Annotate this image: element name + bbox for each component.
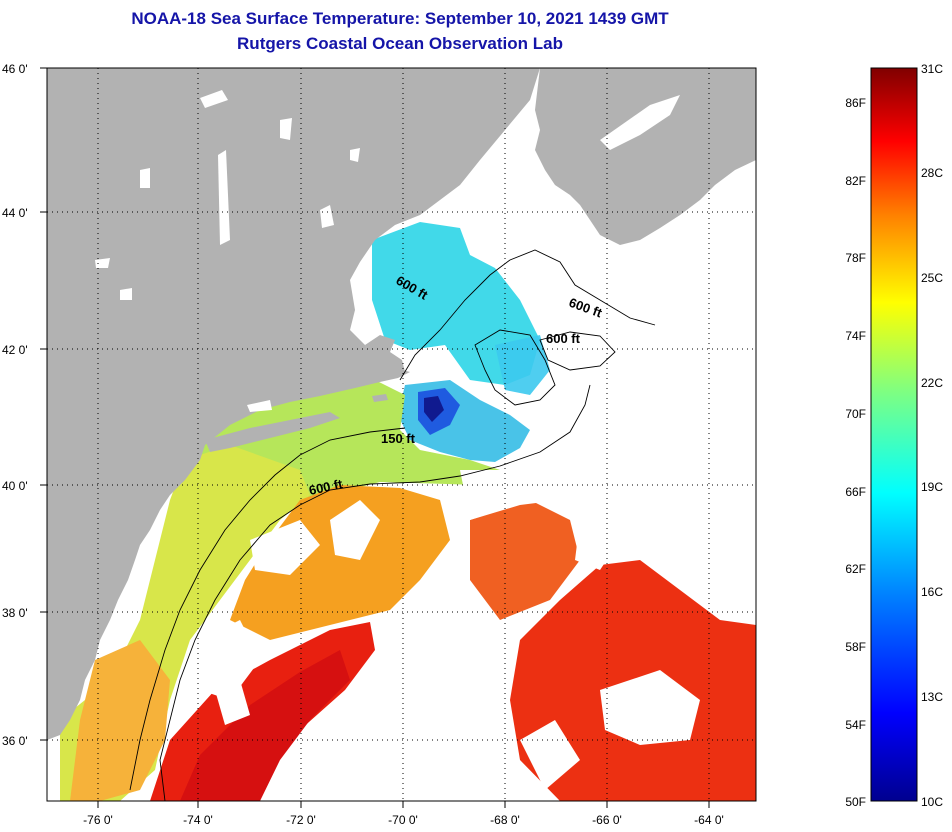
contour-600ft <box>159 384 591 801</box>
lat-label: 36 0' <box>2 734 28 748</box>
map-subtitle: Rutgers Coastal Ocean Observation Lab <box>237 34 563 53</box>
colorbar-c-label: 28C <box>921 166 943 180</box>
lon-label: -72 0' <box>286 813 316 827</box>
lake <box>200 90 228 108</box>
lat-label: 46 0' <box>2 62 28 76</box>
sst-patch-gulf-stream-core <box>180 650 350 801</box>
contour-label: 600 ft <box>546 331 581 346</box>
colorbar-c-label: 22C <box>921 376 943 390</box>
cloud-patches <box>200 470 700 801</box>
contour-gulf-of-maine <box>399 249 656 381</box>
lake <box>140 168 150 188</box>
colorbar-f-label: 70F <box>845 407 866 421</box>
cloud-patch <box>330 500 380 560</box>
cloud-patch <box>330 620 500 801</box>
lon-label: -68 0' <box>490 813 520 827</box>
colorbar-c-label: 13C <box>921 690 943 704</box>
land-us-east-coast <box>47 68 540 740</box>
colorbar-c-label: 31C <box>921 62 943 76</box>
colorbar-f-label: 78F <box>845 251 866 265</box>
colorbar-c-label: 10C <box>921 795 943 809</box>
colorbar-gradient <box>870 67 918 802</box>
axis-ticks <box>40 67 710 808</box>
colorbar-f-label: 50F <box>845 795 866 809</box>
cloud-patch <box>600 670 700 745</box>
lake <box>120 288 132 300</box>
map-frame <box>46 67 757 802</box>
longitude-labels: -76 0' -74 0' -72 0' -70 0' -68 0' -66 0… <box>83 813 724 827</box>
colorbar-c-label: 19C <box>921 480 943 494</box>
sst-patch-slope-warm <box>230 485 450 640</box>
lake <box>320 205 334 228</box>
contour-150ft <box>129 427 406 791</box>
lon-label: -74 0' <box>183 813 213 827</box>
contour-gulf-of-maine-inner <box>474 329 556 406</box>
colorbar-f-label: 82F <box>845 174 866 188</box>
land-cape-breton <box>680 105 756 175</box>
colorbar-c-label: 25C <box>921 271 943 285</box>
land-nantucket <box>372 394 388 402</box>
lake <box>218 150 230 245</box>
cloud-patch <box>460 470 560 520</box>
lat-label: 42 0' <box>2 343 28 357</box>
colorbar-f-label: 58F <box>845 640 866 654</box>
lon-label: -64 0' <box>694 813 724 827</box>
sst-patch-coastal-orange <box>70 640 170 801</box>
lake <box>600 95 680 150</box>
lake <box>350 148 360 162</box>
colorbar-f-label: 74F <box>845 329 866 343</box>
map-canvas: 600 ft 600 ft 600 ft 150 ft 600 ft <box>47 68 756 801</box>
colorbar: 86F 82F 78F 74F 70F 66F 62F 58F 54F 50F … <box>845 62 943 809</box>
lat-label: 38 0' <box>2 606 28 620</box>
cloud-patch <box>575 520 620 570</box>
colorbar-f-label: 86F <box>845 96 866 110</box>
colorbar-c-label: 16C <box>921 585 943 599</box>
colorbar-c-labels: 31C 28C 25C 22C 19C 16C 13C 10C <box>921 62 943 809</box>
lake <box>247 400 272 412</box>
contour-label: 600 ft <box>308 476 345 498</box>
map-title: NOAA-18 Sea Surface Temperature: Septemb… <box>131 9 669 28</box>
lon-label: -76 0' <box>83 813 113 827</box>
sst-field <box>47 200 756 801</box>
colorbar-f-label: 66F <box>845 485 866 499</box>
cloud-patch <box>520 720 580 790</box>
lake <box>280 118 292 140</box>
cloud-patch <box>250 520 320 575</box>
landmass <box>47 68 756 740</box>
bathymetry-contours <box>129 249 656 801</box>
sst-patch-cold-center <box>424 396 444 422</box>
lon-label: -70 0' <box>388 813 418 827</box>
cloud-patch <box>215 680 250 725</box>
lat-label: 44 0' <box>2 206 28 220</box>
graticule <box>47 68 756 801</box>
colorbar-f-label: 62F <box>845 562 866 576</box>
latitude-labels: 46 0' 44 0' 42 0' 40 0' 38 0' 36 0' <box>2 62 28 748</box>
lat-label: 40 0' <box>2 479 28 493</box>
sst-patch-nova-scotia-shelf <box>495 335 550 395</box>
sst-patch-offshore-center <box>470 500 580 620</box>
cloud-patch <box>200 620 260 700</box>
sst-patch-gulf-of-maine <box>372 222 540 385</box>
lon-label: -66 0' <box>592 813 622 827</box>
lake <box>95 258 110 268</box>
colorbar-f-label: 54F <box>845 718 866 732</box>
land-cape-cod <box>365 335 405 376</box>
colorbar-f-labels: 86F 82F 78F 74F 70F 66F 62F 58F 54F 50F <box>845 96 866 809</box>
lakes <box>95 90 680 412</box>
contour-label: 150 ft <box>381 431 416 446</box>
land-long-island <box>205 412 340 452</box>
